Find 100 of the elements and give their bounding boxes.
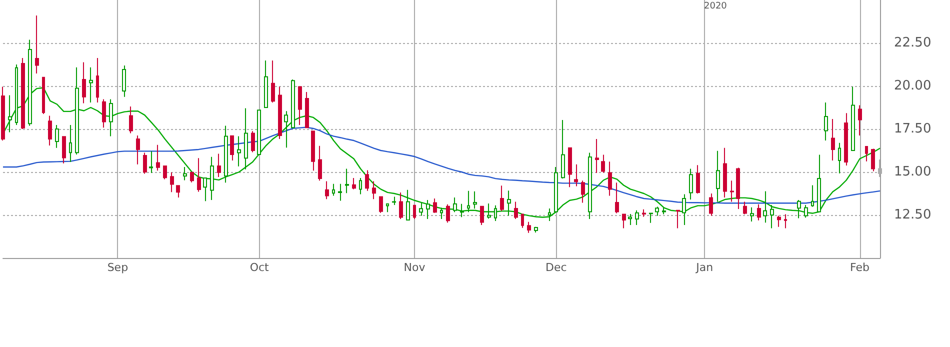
candlestick: [122, 65, 126, 98]
x-tick-label: Feb: [850, 261, 870, 274]
candlestick: [811, 184, 814, 208]
y-tick-label: 15.00: [894, 164, 932, 180]
candlestick: [183, 166, 187, 181]
candlestick: [473, 190, 477, 210]
candlestick: [210, 156, 214, 201]
candlestick: [608, 161, 612, 196]
candlestick: [35, 14, 39, 74]
candlestick: [379, 196, 383, 214]
candlestick: [298, 86, 302, 126]
candlestick: [413, 204, 416, 220]
candlestick: [1, 86, 5, 142]
candlestick: [230, 135, 234, 161]
candlestick: [763, 190, 767, 224]
candlestick: [406, 189, 410, 220]
candlestick: [96, 57, 99, 104]
candlestick: [709, 193, 713, 216]
candlestick: [305, 92, 309, 128]
candlestick: [149, 150, 153, 174]
candlestick: [102, 98, 106, 128]
candlestick: [730, 180, 734, 202]
candlestick: [176, 185, 180, 198]
candlestick: [689, 168, 693, 200]
candlestick: [784, 214, 787, 229]
candlestick: [359, 178, 362, 195]
candlestick: [338, 183, 342, 202]
candlestick: [345, 168, 349, 194]
candlestick: [224, 125, 228, 184]
candlestick: [561, 120, 565, 180]
candlestick: [318, 145, 322, 182]
candlestick: [203, 178, 207, 202]
candlestick: [156, 144, 160, 172]
y-tick-label: 17.50: [894, 122, 932, 136]
candlestick: [507, 190, 511, 216]
candlestick: [548, 208, 551, 222]
candlestick: [865, 146, 868, 162]
candlestick: [588, 152, 592, 220]
candlestick: [75, 66, 79, 155]
candlestick: [433, 198, 437, 214]
candlestick: [757, 204, 761, 221]
candlestick: [129, 106, 133, 134]
candlestick: [291, 78, 295, 128]
candlestick: [635, 210, 639, 226]
candlestick: [278, 86, 282, 140]
candlestick: [55, 124, 59, 148]
candlestick: [460, 203, 464, 218]
candlestick: [514, 201, 518, 220]
candlestick: [858, 104, 862, 136]
candlestick: [440, 207, 443, 220]
candlestick: [143, 152, 147, 174]
candlestick: [42, 76, 45, 115]
candlestick: [804, 204, 808, 218]
candlestick: [48, 115, 52, 146]
y-tick-label: 12.50: [894, 208, 932, 222]
candlestick: [554, 166, 558, 212]
candlestick: [777, 215, 781, 228]
candlestick: [676, 210, 680, 229]
y-tick-label: 22.50: [894, 36, 932, 50]
candlestick: [824, 102, 828, 142]
candlestick: [251, 130, 255, 153]
candlestick: [332, 183, 335, 196]
candlestick: [284, 110, 288, 148]
candlestick: [527, 221, 531, 234]
candlestick: [649, 212, 653, 224]
candlestick: [426, 200, 430, 220]
x-tick-label: Sep: [107, 261, 128, 274]
x-tick-label: Nov: [404, 261, 426, 274]
candlestick: [217, 153, 221, 178]
candlestick: [716, 150, 720, 202]
candlestick: [163, 165, 167, 180]
candlestick: [595, 138, 599, 174]
candlestick: [682, 194, 686, 226]
candlestick: [419, 202, 423, 216]
candlestick: [851, 86, 855, 151]
candlestick: [838, 142, 841, 174]
candlestick: [871, 148, 875, 172]
candlestick: [467, 190, 470, 213]
annotation: 2020: [704, 2, 728, 12]
candlestick: [257, 110, 261, 155]
candlestick: [750, 206, 754, 222]
candlestick: [770, 204, 774, 229]
candlestick: [372, 180, 376, 200]
candlestick: [386, 203, 389, 213]
x-tick-label: Jan: [695, 261, 714, 274]
candlestick: [21, 57, 25, 130]
candlestick: [190, 172, 194, 183]
candlestick: [736, 167, 740, 210]
y-tick-label: 20.00: [894, 78, 932, 94]
candlestick: [69, 124, 72, 163]
candlestick: [365, 170, 369, 192]
line-series: [2, 87, 881, 218]
candlestick: [844, 112, 848, 166]
candlestick: [82, 62, 86, 104]
candlestick: [446, 204, 450, 224]
candlestick: [581, 180, 585, 204]
candlestick: [28, 39, 32, 126]
candlestick: [399, 192, 403, 220]
candlestick: [264, 60, 268, 108]
candlestick: [534, 226, 538, 234]
